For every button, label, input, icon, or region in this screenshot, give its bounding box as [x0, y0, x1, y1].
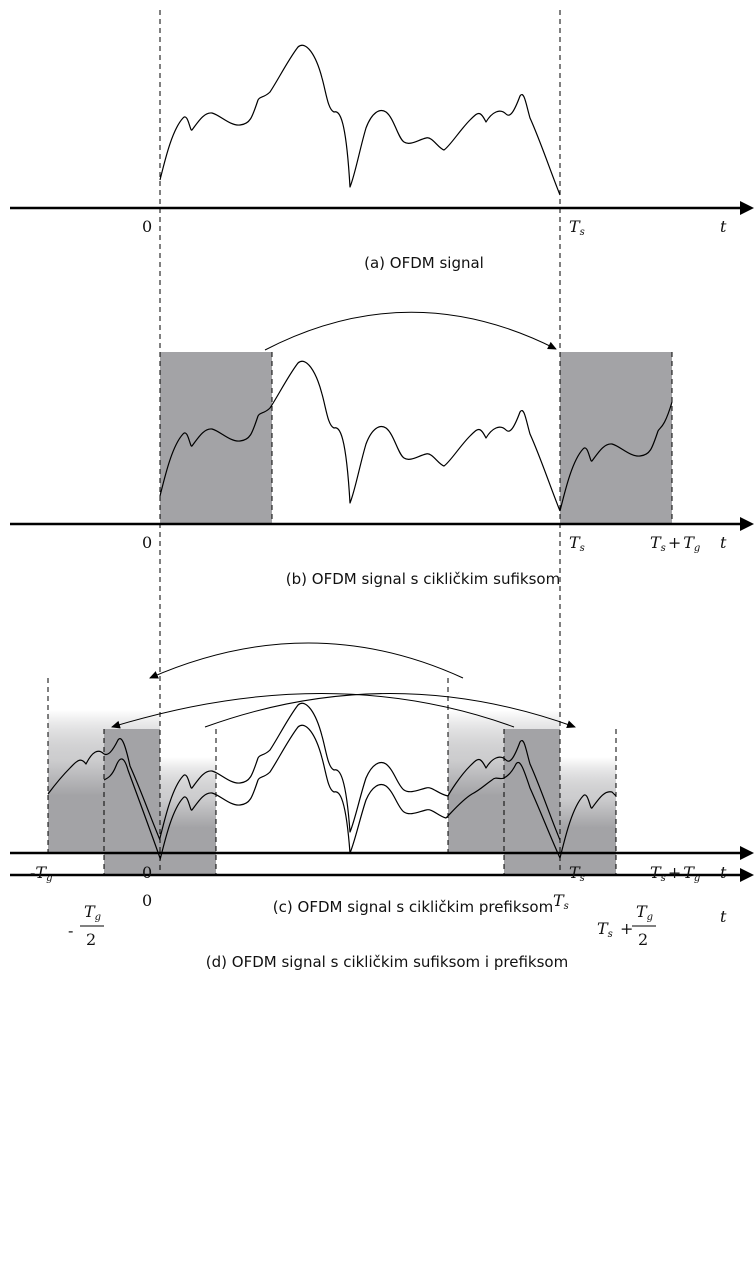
panel-a-t-label: t	[720, 217, 727, 236]
panel-b-signal-curve	[159, 360, 561, 512]
panel-b-copy-arrow	[264, 311, 557, 351]
panel-d-signal-curve	[159, 724, 561, 861]
panel-c-axis-arrowhead	[740, 846, 754, 860]
panel-d-copied-end-block	[504, 729, 560, 875]
panel-b-suffix-curve	[559, 401, 673, 512]
panel-a-ts-label: Ts	[569, 217, 585, 238]
panel-c-signal-curve	[159, 702, 561, 841]
panel-b-ts-label: Ts	[569, 533, 585, 554]
panel-b-t-label: t	[720, 533, 727, 552]
panel-c-t-label: t	[720, 863, 727, 882]
panel-c-zero-label: 0	[142, 863, 152, 882]
panel-c-caption: (c) OFDM signal s cikličkim prefiksom	[273, 898, 553, 916]
panel-d-ts-plus-half-tg-label: Ts + Tg 2	[597, 902, 656, 949]
panel-d-t-label: t	[720, 907, 727, 926]
panel-a-zero-label: 0	[142, 217, 152, 236]
svg-text:-: -	[68, 921, 73, 940]
panel-b-zero-label: 0	[142, 533, 152, 552]
panel-d-neg-half-tg-label: - Tg 2	[68, 902, 104, 949]
panel-d-prefix-block	[104, 729, 160, 875]
panel-b-suffix-block	[560, 352, 672, 524]
panel-c-ts-label: Ts	[569, 863, 585, 884]
panel-d-suffix-block	[560, 757, 616, 875]
panel-b-ts-plus-tg-label: Ts + Tg	[650, 533, 700, 554]
panel-c-copy-arrow	[149, 642, 464, 679]
svg-text:2: 2	[638, 930, 648, 949]
panel-d-copy-to-suffix-arrow	[204, 693, 576, 729]
panel-d-caption: (d) OFDM signal s cikličkim sufiksom i p…	[206, 953, 568, 971]
panel-d-prefix-curve	[103, 758, 161, 859]
svg-text:2: 2	[86, 930, 96, 949]
panel-b-axis-arrowhead	[740, 517, 754, 531]
panel-a-caption: (a) OFDM signal	[364, 254, 484, 272]
panel-d-suffix-curve	[559, 791, 617, 859]
panel-c-prefix-curve	[47, 738, 161, 841]
panel-d-ts-label: Ts	[553, 891, 569, 912]
svg-text:+: +	[620, 919, 633, 938]
panel-c-neg-tg-label: -Tg	[30, 863, 52, 884]
panel-c-ts-plus-tg-label: Ts + Tg	[650, 863, 700, 884]
panel-d-axis-arrowhead	[740, 868, 754, 882]
panel-b-copied-block	[160, 352, 272, 524]
panel-d-copied-start-block	[160, 757, 216, 875]
panel-d-copy-to-prefix-arrow	[111, 693, 515, 729]
svg-text:Tg: Tg	[84, 902, 101, 923]
panel-b-caption: (b) OFDM signal s cikličkim sufiksom	[286, 570, 560, 588]
svg-text:Tg: Tg	[636, 902, 653, 923]
panel-d-zero-label: 0	[142, 891, 152, 910]
panel-a-signal-curve	[159, 44, 561, 196]
panel-a-axis-arrowhead	[740, 201, 754, 215]
svg-text:Ts: Ts	[597, 919, 613, 940]
